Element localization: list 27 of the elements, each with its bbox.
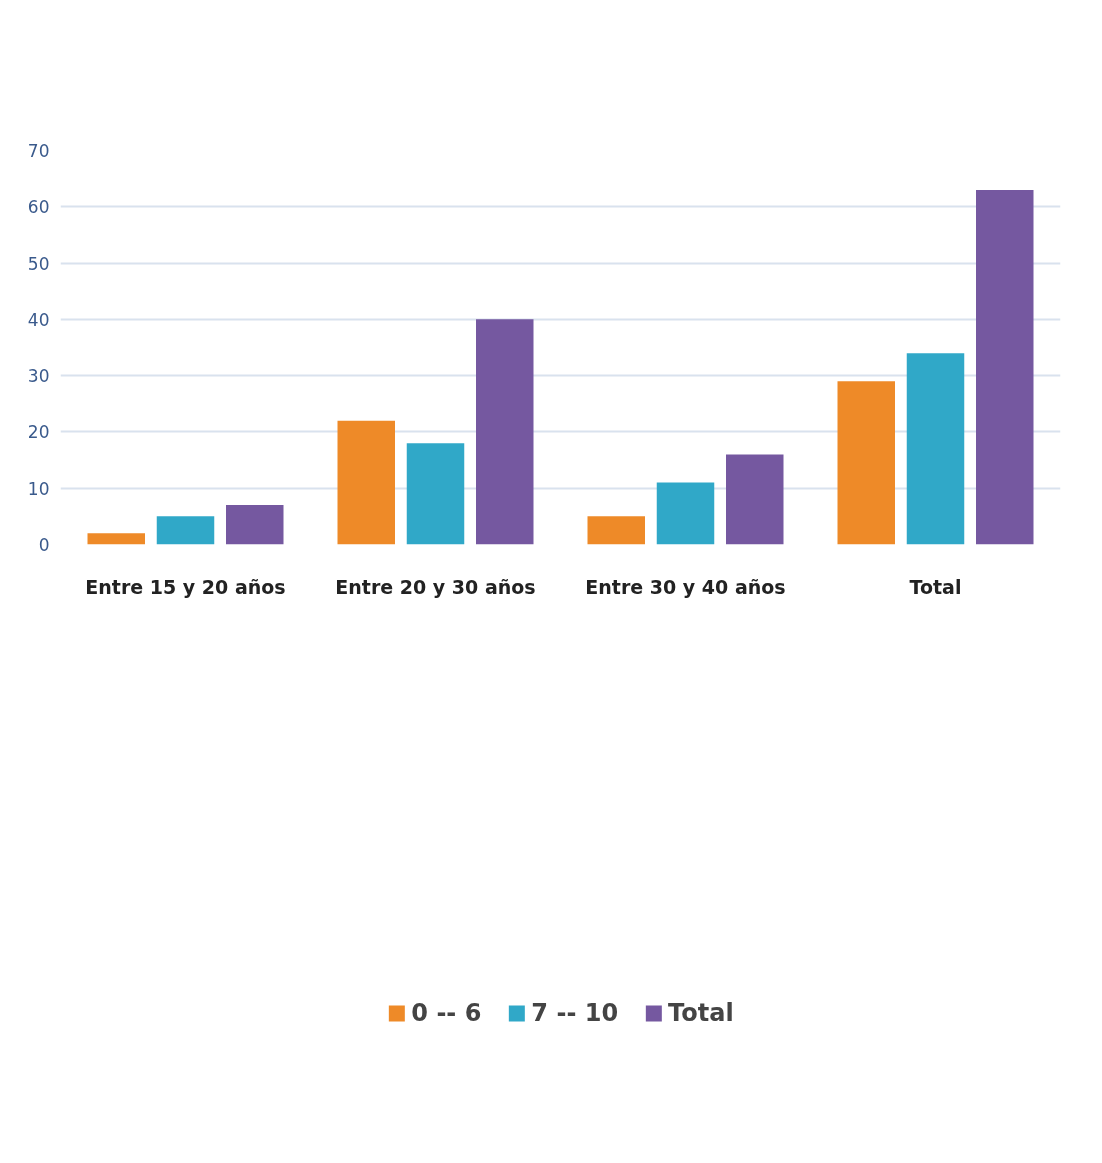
- bar: [906, 353, 965, 545]
- y-tick-label: 60: [27, 197, 50, 218]
- x-tick-label: Entre 30 y 40 años: [585, 575, 786, 598]
- bar: [656, 482, 715, 545]
- x-tick-label: Entre 20 y 30 años: [335, 575, 536, 598]
- bar: [226, 505, 284, 545]
- y-tick-label: 10: [27, 478, 50, 499]
- bar: [87, 533, 145, 545]
- legend-label: 7 -- 10: [531, 999, 619, 1027]
- bar: [837, 381, 895, 545]
- bar: [726, 454, 784, 545]
- bar: [587, 516, 645, 545]
- y-tick-label: 40: [27, 309, 50, 330]
- bar: [406, 443, 465, 545]
- bar: [976, 189, 1034, 545]
- x-tick-label: Entre 15 y 20 años: [85, 575, 286, 598]
- bar: [476, 319, 534, 545]
- legend-label: Total: [668, 999, 734, 1027]
- y-tick-label: 0: [38, 535, 50, 555]
- legend-label: 0 -- 6: [411, 999, 482, 1027]
- y-tick-label: 50: [27, 253, 50, 274]
- y-tick-label: 20: [27, 422, 50, 443]
- y-tick-label: 70: [27, 141, 50, 161]
- x-tick-label: Total: [909, 575, 962, 598]
- bar: [156, 516, 215, 545]
- bar: [337, 420, 395, 545]
- y-tick-label: 30: [27, 366, 50, 387]
